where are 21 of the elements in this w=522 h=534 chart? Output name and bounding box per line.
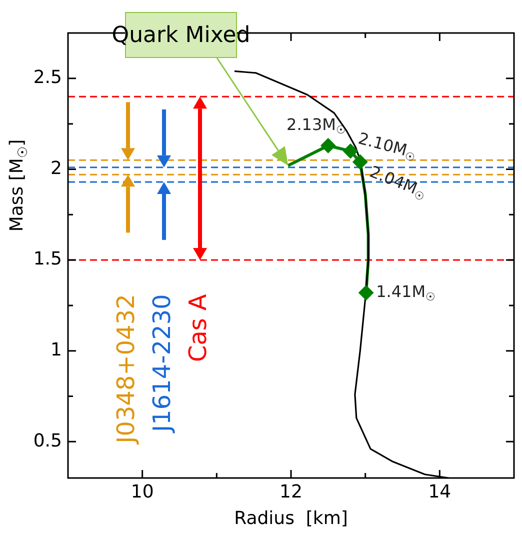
y-tick-label: 2.5 <box>33 67 62 88</box>
point <box>342 144 358 159</box>
y-tick-label: 1.5 <box>33 248 62 270</box>
point <box>352 154 368 170</box>
y-tick-label: 1 <box>50 340 62 361</box>
x-tick-label: 14 <box>428 481 452 502</box>
annotation: 2.13M☉ <box>286 114 346 136</box>
y-axis-title: Mass [M☉] <box>6 139 31 232</box>
y-tick-label: 2 <box>50 158 62 179</box>
point <box>320 138 336 154</box>
annotation: Quark Mixed <box>112 22 250 50</box>
x-axis-title: Radius [km] <box>234 508 348 529</box>
ref-line-label: J1614-2230 <box>148 294 176 434</box>
ref-line-label: J0348+0432 <box>112 294 140 446</box>
y-tick-label: 0.5 <box>33 430 62 452</box>
annotation: 2.10M☉ <box>356 128 416 165</box>
x-tick-label: 10 <box>130 481 154 502</box>
ref-line-label: Cas A <box>184 293 212 362</box>
x-tick-label: 12 <box>280 481 302 502</box>
point <box>358 285 374 300</box>
annotation: 1.41M☉ <box>376 282 436 304</box>
